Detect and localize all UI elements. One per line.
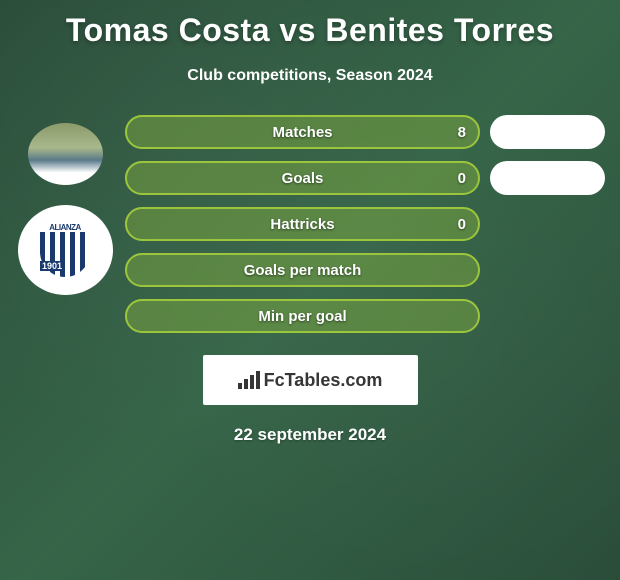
avatars-column: ALIANZA 1901 bbox=[15, 115, 115, 333]
stat-goals-per-match: Goals per match bbox=[125, 253, 480, 287]
stats-column: Matches 8 Goals 0 Hattricks 0 Goals per … bbox=[125, 115, 480, 333]
stat-label: Hattricks bbox=[270, 216, 334, 233]
stat-goals: Goals 0 bbox=[125, 161, 480, 195]
stat-label: Goals per match bbox=[244, 262, 362, 279]
stat-label: Goals bbox=[282, 170, 324, 187]
stat-value: 0 bbox=[458, 216, 466, 233]
stat-value: 8 bbox=[458, 124, 466, 141]
club-badge: ALIANZA 1901 bbox=[18, 205, 113, 295]
comparison-pill bbox=[490, 115, 605, 149]
player-avatar bbox=[28, 123, 103, 185]
stat-hattricks: Hattricks 0 bbox=[125, 207, 480, 241]
club-year: 1901 bbox=[40, 261, 64, 271]
stat-value: 0 bbox=[458, 170, 466, 187]
stat-label: Min per goal bbox=[258, 308, 346, 325]
subtitle: Club competitions, Season 2024 bbox=[0, 67, 620, 85]
stat-min-per-goal: Min per goal bbox=[125, 299, 480, 333]
page-title: Tomas Costa vs Benites Torres bbox=[0, 0, 620, 49]
club-stripes-icon: 1901 bbox=[40, 232, 90, 277]
content-area: ALIANZA 1901 Matches 8 Goals 0 Hattricks… bbox=[0, 85, 620, 333]
comparison-pill bbox=[490, 161, 605, 195]
stat-label: Matches bbox=[272, 124, 332, 141]
bar-chart-icon bbox=[238, 371, 260, 389]
club-name-top: ALIANZA bbox=[49, 223, 81, 232]
stat-matches: Matches 8 bbox=[125, 115, 480, 149]
logo-box: FcTables.com bbox=[203, 355, 418, 405]
pills-column bbox=[490, 115, 605, 333]
date-text: 22 september 2024 bbox=[0, 425, 620, 445]
logo-text: FcTables.com bbox=[264, 370, 383, 391]
